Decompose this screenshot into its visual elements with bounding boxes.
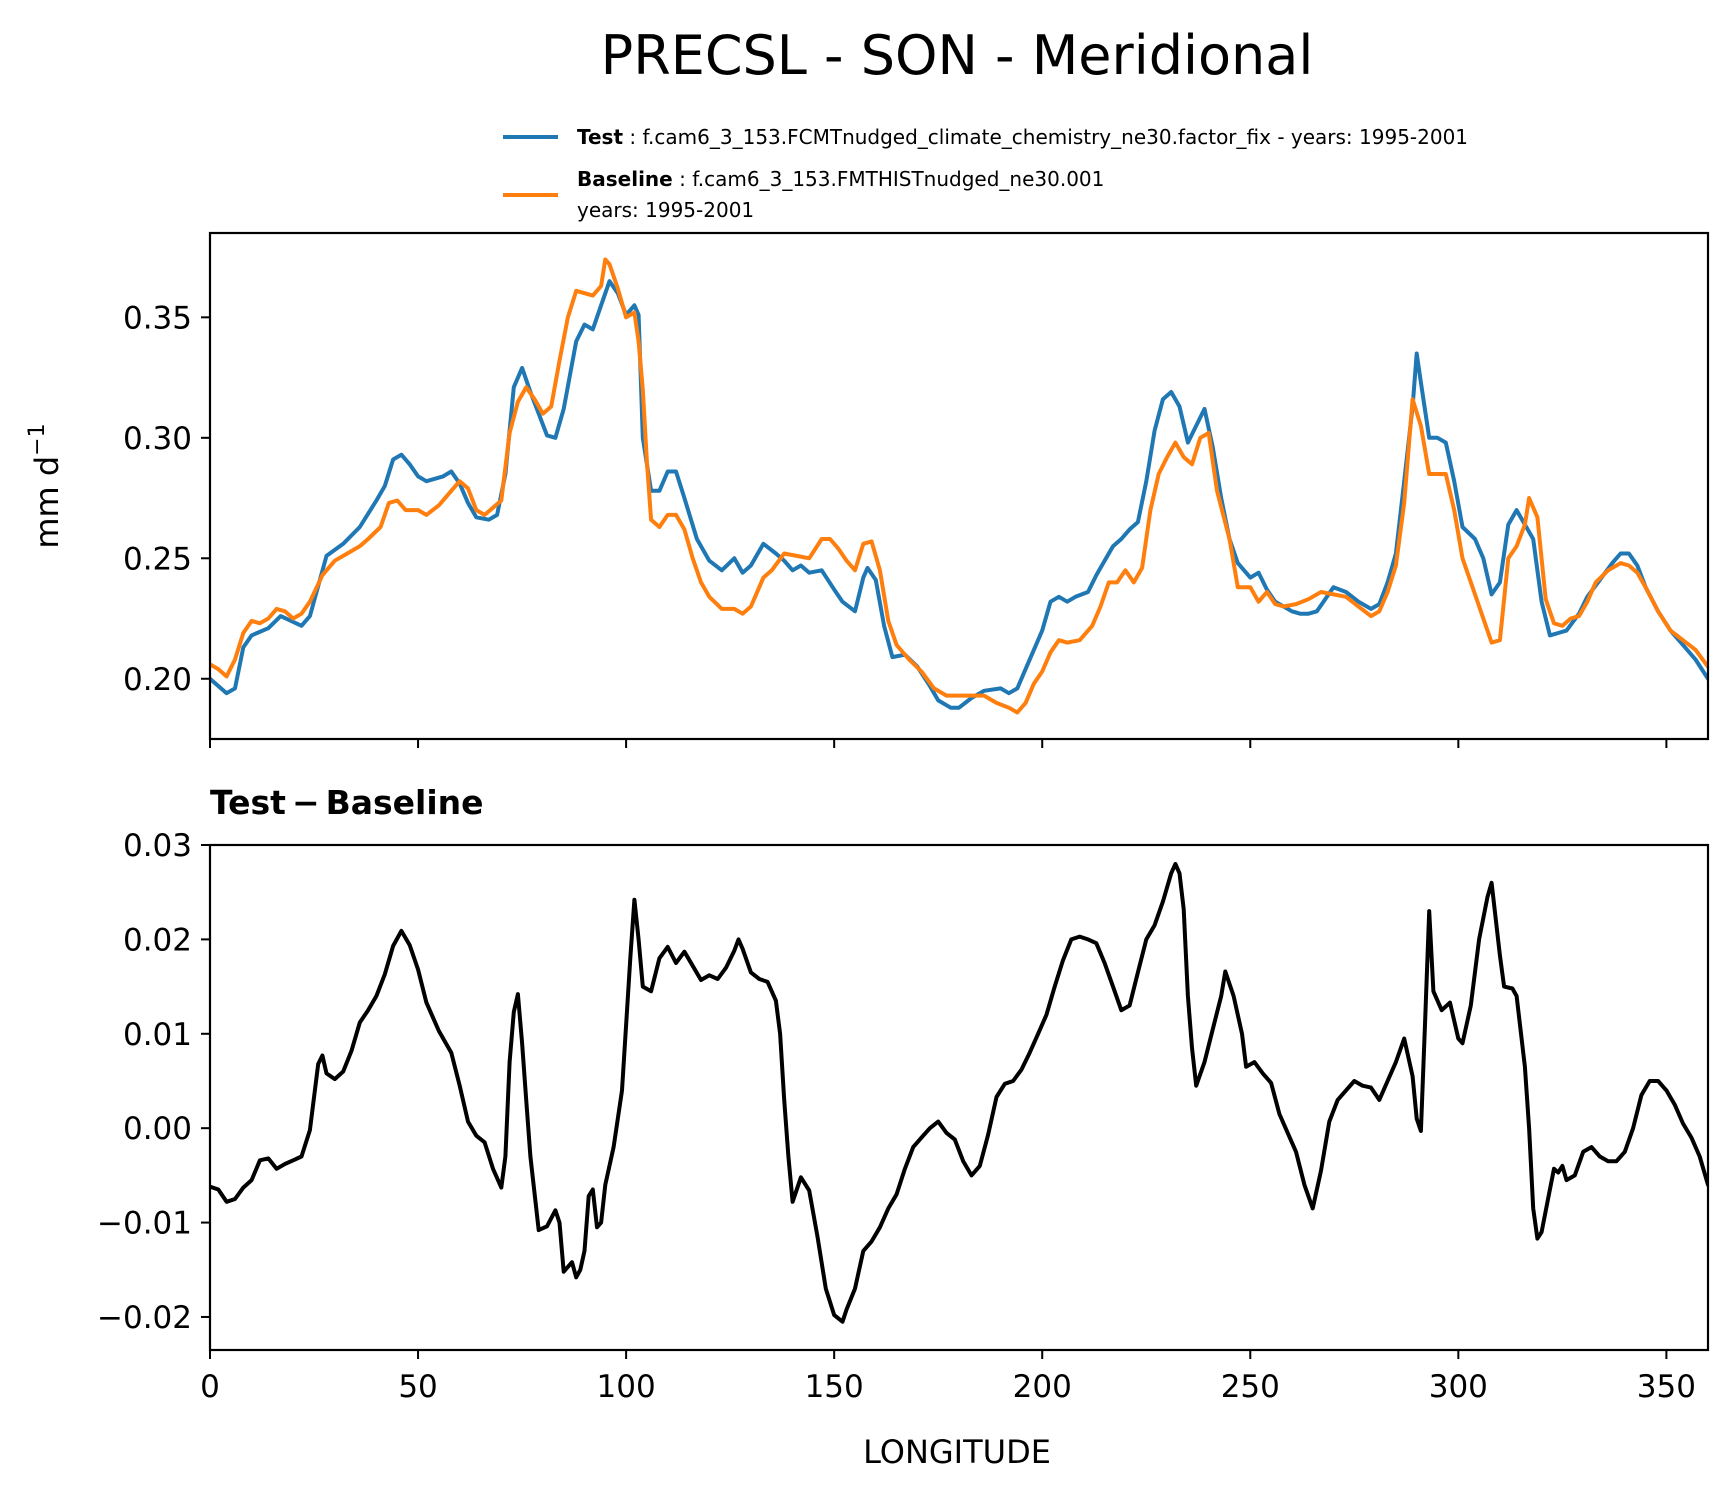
difference-panel-title: Test − Baseline [210, 783, 484, 822]
legend-baseline-label: Baseline : f.cam6_3_153.FMTHISTnudged_ne… [577, 167, 1104, 191]
top-y-axis-label-base: mm d [28, 456, 66, 549]
diff-series-line-test-baseline [210, 861, 1708, 1324]
top-y-tick-label: 0.20 [123, 662, 192, 698]
diff-y-tick-label: 0.00 [123, 1111, 192, 1147]
diff-y-tick-label: −0.02 [97, 1300, 192, 1336]
diff-x-tick-label: 0 [200, 1369, 220, 1405]
diff-y-tick-label: 0.02 [123, 922, 192, 958]
diff-axes-frame [208, 843, 1710, 1352]
difference-title-baseline: Baseline [326, 783, 484, 822]
legend-test-label: Test : f.cam6_3_153.FCMTnudged_climate_c… [577, 125, 1468, 149]
top-series-line-baseline [210, 257, 1708, 715]
top-y-tick-label: 0.30 [123, 421, 192, 457]
diff-y-tick-label: 0.01 [123, 1017, 192, 1053]
top-y-tick-label: 0.25 [123, 541, 192, 577]
difference-panel: −0.02 −0.01 0.00 0.01 0.02 0.03 0 50 100 150 200 25… [97, 828, 1710, 1405]
top-y-axis-label: mm d−1 [25, 423, 66, 548]
diff-y-tick-label: −0.01 [97, 1206, 192, 1242]
diff-y-tick-label: 0.03 [123, 828, 192, 864]
diff-x-tick-label: 200 [1013, 1369, 1072, 1405]
top-y-tick-label: 0.35 [123, 300, 192, 336]
difference-title-test: Test [210, 783, 286, 822]
diff-x-tick-label: 300 [1429, 1369, 1488, 1405]
x-axis-label: LONGITUDE [863, 1433, 1051, 1471]
figure-title: PRECSL - SON - Meridional [601, 24, 1314, 87]
legend-baseline-name: Baseline [577, 167, 673, 191]
diff-x-tick-label: 150 [805, 1369, 864, 1405]
legend: Test : f.cam6_3_153.FCMTnudged_climate_c… [503, 125, 1468, 222]
legend-baseline-years: years: 1995-2001 [577, 198, 754, 222]
diff-x-tick-label: 50 [398, 1369, 437, 1405]
top-panel: 0.20 0.25 0.30 0.35 [123, 231, 1710, 748]
diff-x-tick-label: 350 [1637, 1369, 1696, 1405]
diff-x-tick-label: 250 [1221, 1369, 1280, 1405]
legend-baseline-separator: : [673, 167, 692, 191]
top-axes-frame [208, 231, 1710, 741]
legend-test-description: f.cam6_3_153.FCMTnudged_climate_chemistr… [642, 125, 1468, 149]
diff-x-tick-label: 100 [597, 1369, 656, 1405]
top-y-axis-label-exponent: −1 [25, 423, 50, 455]
legend-test-name: Test [577, 125, 623, 149]
legend-baseline-description: f.cam6_3_153.FMTHISTnudged_ne30.001 [692, 167, 1104, 191]
difference-title-operator: − [292, 783, 320, 822]
legend-test-separator: : [623, 125, 642, 149]
